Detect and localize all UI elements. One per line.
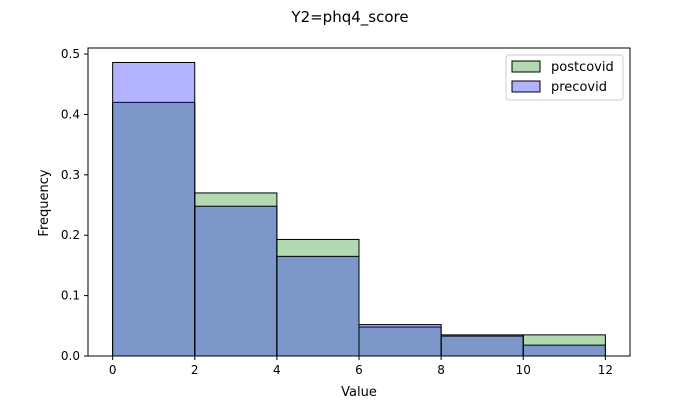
x-axis-label: Value xyxy=(341,385,377,400)
legend-swatch-precovid xyxy=(511,80,541,93)
bar-postcovid-bin-1 xyxy=(194,192,278,357)
y-axis-label: Frequency xyxy=(37,169,52,236)
x-tick-label: 8 xyxy=(437,363,445,377)
y-tick-label: 0.0 xyxy=(61,349,80,363)
bar-postcovid-bin-0 xyxy=(112,101,196,357)
legend-swatch-postcovid xyxy=(511,60,541,73)
legend-label-postcovid: postcovid xyxy=(551,60,614,75)
y-tick-label: 0.4 xyxy=(61,107,80,121)
bar-precovid-bin-3 xyxy=(358,324,442,357)
bar-precovid-bin-0 xyxy=(112,61,196,357)
bar-precovid-bin-2 xyxy=(276,255,360,357)
x-tick-label: 0 xyxy=(109,363,117,377)
y-tick-label: 0.2 xyxy=(61,228,80,242)
plot-frame xyxy=(87,47,631,357)
bars-layer xyxy=(112,61,606,357)
x-tick-label: 10 xyxy=(516,363,531,377)
x-tick-label: 6 xyxy=(355,363,363,377)
legend-box xyxy=(505,54,624,101)
chart-title: Y2=phq4_score xyxy=(290,8,408,27)
legend-label-precovid: precovid xyxy=(551,80,607,95)
bar-precovid-bin-4 xyxy=(440,335,524,357)
legend: postcovid precovid xyxy=(505,54,624,101)
x-tick-label: 4 xyxy=(273,363,281,377)
ticks-layer: 0 2 4 6 8 10 12 0.0 0.1 0.2 0.3 0.4 0.5 xyxy=(61,47,613,377)
bar-precovid-bin-1 xyxy=(194,205,278,357)
x-tick-label: 2 xyxy=(191,363,199,377)
y-tick-label: 0.5 xyxy=(61,47,80,61)
bar-precovid-bin-5 xyxy=(522,344,606,357)
y-tick-label: 0.3 xyxy=(61,168,80,182)
y-tick-label: 0.1 xyxy=(61,289,80,303)
x-tick-label: 12 xyxy=(598,363,613,377)
bar-postcovid-bin-2 xyxy=(276,238,360,357)
